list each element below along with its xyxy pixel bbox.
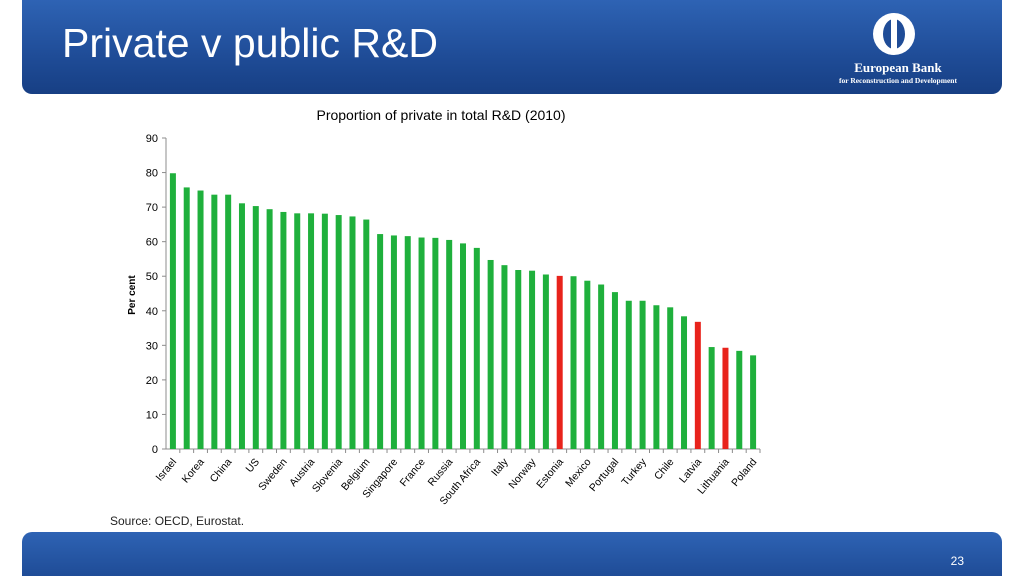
bar (681, 316, 688, 449)
y-tick-label: 10 (146, 409, 158, 421)
bar (501, 265, 508, 449)
x-tick-label: Korea (180, 456, 207, 485)
bar (584, 280, 591, 449)
bar (252, 206, 259, 449)
x-tick-label: US (244, 456, 263, 475)
y-tick-label: 20 (146, 375, 158, 387)
x-tick-label: Italy (489, 456, 511, 479)
logo-name: European Bank (854, 60, 942, 75)
bar (625, 300, 632, 449)
bar (736, 350, 743, 449)
bar (611, 292, 618, 449)
bar (529, 270, 536, 449)
bar (570, 276, 577, 449)
bar (390, 235, 397, 449)
x-labels-group: Israel Korea China USSwedenAustriaSloveniaB… (154, 449, 761, 507)
x-tick-label: Poland (729, 456, 759, 489)
logo-subtitle: for Reconstruction and Development (839, 76, 957, 85)
bar (750, 355, 757, 449)
bar (515, 270, 522, 449)
bar (694, 321, 701, 449)
bar (335, 215, 342, 449)
bar (722, 347, 729, 449)
bar (639, 300, 646, 449)
bar (418, 237, 425, 449)
bar (363, 219, 370, 449)
bars-group (169, 173, 757, 450)
chart-title: Proportion of private in total R&D (2010… (316, 107, 565, 123)
source-note: Source: OECD, Eurostat. (110, 514, 245, 528)
bar (377, 234, 384, 449)
x-tick-label: Chile (652, 456, 677, 482)
bar (473, 247, 480, 449)
ebrd-logo-icon (873, 13, 915, 55)
bar (432, 237, 439, 449)
x-tick-label: Norway (506, 456, 539, 492)
bar (446, 239, 453, 449)
bar (308, 213, 315, 449)
page-number: 23 (950, 554, 964, 568)
bar (197, 190, 204, 449)
bar (238, 203, 245, 449)
bar (294, 213, 301, 449)
y-tick-label: 70 (146, 202, 158, 214)
y-tick-label: 80 (146, 168, 158, 180)
footer-bar: 23 (22, 532, 1002, 576)
x-tick-label: Sweden (256, 456, 290, 493)
x-tick-label: Israel (154, 456, 180, 483)
x-tick-label: China (208, 456, 235, 485)
y-tick-label: 0 (152, 444, 158, 456)
bar (404, 236, 411, 449)
bar (542, 274, 549, 449)
bar (211, 194, 218, 449)
x-tick-label: Latvia (677, 456, 704, 485)
header-bar (22, 0, 1002, 94)
bar (460, 243, 466, 449)
y-tick-label: 90 (146, 133, 158, 145)
x-tick-label: Estonia (534, 456, 566, 491)
y-ticks-group: 0 10 20 30 40 50 60 70 80 90 (146, 133, 166, 456)
bar (667, 307, 674, 449)
x-tick-label: Turkey (619, 456, 649, 489)
bar (653, 305, 660, 449)
bar (598, 284, 605, 449)
ebrd-logo: European Bank for Reconstruction and Dev… (818, 10, 978, 85)
y-tick-label: 30 (146, 340, 158, 352)
bar (556, 275, 563, 449)
bar (487, 259, 494, 449)
bar (225, 194, 232, 449)
y-tick-label: 50 (146, 271, 158, 283)
x-tick-label: Slovenia (310, 456, 345, 495)
bar (266, 209, 273, 449)
bar (169, 173, 176, 449)
page-title: Private v public R&D (62, 20, 438, 66)
y-tick-label: 40 (146, 306, 158, 318)
bar (708, 347, 715, 449)
bar (183, 187, 190, 450)
bar (280, 211, 287, 449)
bar (349, 216, 356, 449)
x-tick-label: Portugal (587, 456, 621, 494)
bar (321, 213, 328, 449)
y-tick-label: 60 (146, 237, 158, 249)
y-axis-label: Per cent (127, 275, 138, 315)
x-tick-label: France (398, 456, 428, 489)
